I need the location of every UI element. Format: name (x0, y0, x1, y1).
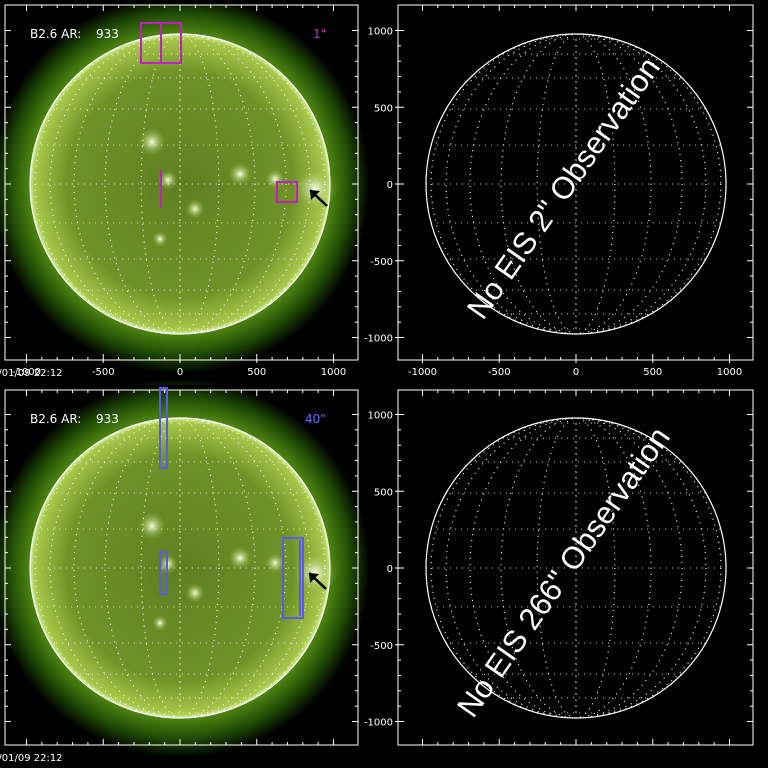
y-tick-label: 1000 (368, 27, 393, 38)
meridian (73, 417, 287, 719)
meridian (469, 417, 683, 719)
bright-region (228, 546, 252, 570)
bright-region (293, 167, 337, 211)
raster-scale: 40" (305, 412, 326, 426)
bright-region (152, 231, 168, 247)
y-tick-label: 500 (374, 103, 393, 114)
ar-number: 933 (96, 27, 119, 41)
meridian (536, 417, 616, 719)
meridian (469, 33, 683, 335)
raster-box (159, 551, 168, 595)
x-tick-label: 0 (573, 367, 579, 378)
bright-region (138, 128, 166, 156)
x-tick-label: -500 (92, 367, 115, 378)
flare-class: B2.6 AR: (30, 412, 81, 426)
meridian (536, 33, 616, 335)
x-tick-label: 1000 (717, 367, 742, 378)
raster-scale: 1" (313, 27, 326, 41)
timestamp: 7/01/09 22:12 (0, 753, 63, 764)
bright-region (158, 170, 178, 190)
y-tick-label: -500 (370, 641, 393, 652)
meridian (140, 33, 220, 335)
frame-mask (0, 385, 363, 390)
meridian (500, 33, 652, 335)
x-tick-label: 1000 (321, 367, 346, 378)
x-tick-label: -1000 (12, 367, 41, 378)
raster-box (282, 537, 304, 619)
pointer-arrowhead (310, 190, 320, 200)
bright-region (138, 512, 166, 540)
ar-number: 933 (96, 412, 119, 426)
meridian (104, 417, 256, 719)
meridian (73, 33, 287, 335)
meridian (104, 33, 256, 335)
bright-region (228, 162, 252, 186)
y-tick-label: -500 (370, 257, 393, 268)
y-tick-label: -1000 (364, 334, 393, 345)
x-tick-label: -1000 (408, 367, 437, 378)
x-tick-label: 0 (177, 367, 183, 378)
raster-box (159, 387, 168, 469)
y-tick-label: 500 (374, 487, 393, 498)
meridian (49, 417, 311, 719)
flare-class: B2.6 AR: (30, 27, 81, 41)
y-tick-label: 0 (387, 564, 393, 575)
pointer-arrowhead (309, 573, 319, 583)
bright-region (185, 199, 205, 219)
bright-region (265, 169, 285, 189)
x-tick-label: 500 (643, 367, 662, 378)
bright-region (152, 615, 168, 631)
frame-mask (0, 0, 363, 5)
y-tick-label: 0 (387, 180, 393, 191)
meridian (445, 417, 707, 719)
plot-frame (4, 4, 359, 361)
x-tick-label: -500 (488, 367, 511, 378)
y-tick-label: -1000 (364, 718, 393, 729)
timestamp: 7/01/09 22:12 (0, 368, 63, 379)
meridian (140, 417, 220, 719)
x-tick-label: 500 (247, 367, 266, 378)
meridian (445, 33, 707, 335)
y-tick-label: 1000 (368, 411, 393, 422)
bright-region (185, 583, 205, 603)
raster-box (276, 181, 298, 203)
meridian (500, 417, 652, 719)
